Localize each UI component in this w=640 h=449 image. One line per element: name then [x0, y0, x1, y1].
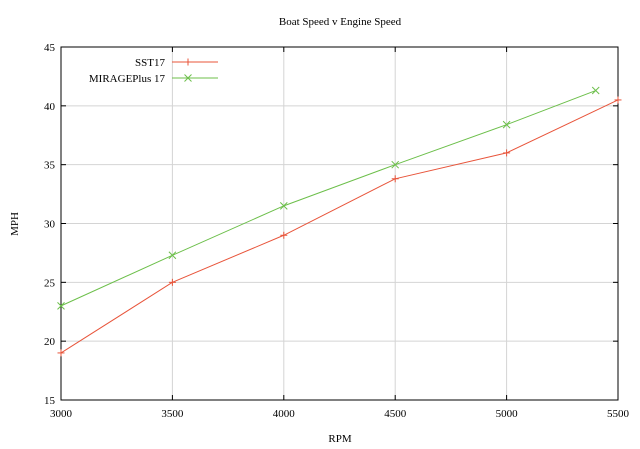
series-line-mirageplus-17: [60, 90, 596, 307]
data-point-mirageplus-17: [502, 120, 511, 129]
legend-marker-sst17: [184, 58, 192, 66]
legend-marker-mirageplus-17: [184, 74, 192, 82]
x-tick-label: 4000: [273, 408, 296, 420]
series-layer: [57, 86, 622, 357]
x-tick-label: 3500: [161, 408, 184, 420]
x-axis-title: RPM: [328, 433, 351, 445]
y-tick-label: 15: [44, 395, 56, 407]
data-point-sst17: [168, 278, 176, 286]
data-point-mirageplus-17: [168, 251, 177, 260]
data-point-sst17: [391, 175, 399, 183]
data-point-sst17: [614, 96, 622, 104]
y-tick-label: 45: [44, 42, 56, 54]
data-point-sst17: [57, 349, 65, 357]
x-tick-label: 3000: [50, 408, 73, 420]
legend-label-mirageplus-17: MIRAGEPlus 17: [89, 73, 166, 85]
x-tick-label: 4500: [384, 408, 407, 420]
chart-title: Boat Speed v Engine Speed: [279, 16, 402, 28]
y-tick-label: 35: [44, 160, 56, 172]
gridlines: [61, 47, 618, 400]
y-tick-label: 40: [44, 101, 56, 113]
data-point-mirageplus-17: [279, 201, 288, 210]
y-tick-label: 25: [44, 277, 56, 289]
y-axis-title: MPH: [9, 212, 21, 236]
data-point-mirageplus-17: [57, 302, 65, 310]
y-tick-label: 20: [44, 336, 56, 348]
y-tick-label: 30: [44, 219, 56, 231]
x-tick-label: 5000: [496, 408, 519, 420]
data-point-mirageplus-17: [591, 86, 600, 95]
data-point-mirageplus-17: [391, 160, 400, 169]
legend: SST17 MIRAGEPlus 17: [89, 57, 218, 85]
series-line-sst17: [60, 99, 619, 354]
x-tick-label: 5500: [607, 408, 630, 420]
data-point-sst17: [503, 149, 511, 157]
legend-label-sst17: SST17: [135, 57, 165, 69]
axis-ticks: 3000 3500 4000 4500 5000 5500 15 20 25 30 35 40 45: [44, 42, 630, 420]
data-point-sst17: [280, 231, 288, 239]
